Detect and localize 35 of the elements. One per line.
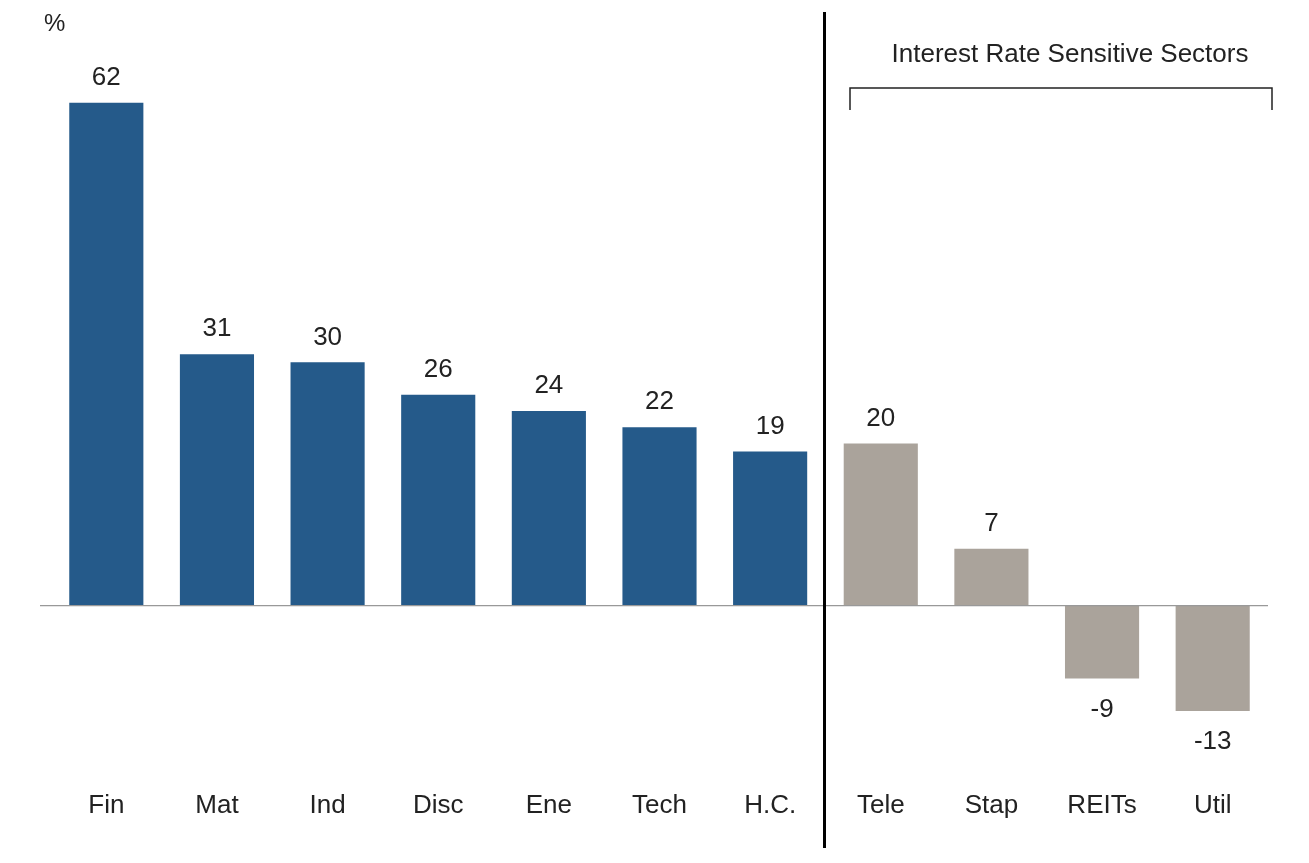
- data-label: 26: [423, 352, 453, 383]
- data-label: -13: [1193, 725, 1232, 756]
- bar: [401, 394, 476, 606]
- bar: [1175, 605, 1250, 712]
- x-tick-label: Mat: [195, 788, 240, 819]
- bar: [954, 548, 1029, 606]
- text: Interest Rate Sensitive Sectors: [890, 38, 1250, 69]
- y-axis-title: %: [44, 8, 66, 36]
- bar: [843, 443, 918, 606]
- bar: [179, 354, 255, 606]
- bar: [1064, 605, 1140, 679]
- x-tick-label: H.C.: [744, 788, 797, 819]
- x-tick-label: Tele: [856, 788, 905, 819]
- data-label: 22: [645, 385, 674, 416]
- x-tick-label: Ind: [309, 788, 346, 819]
- x-tick-label: Stap: [964, 788, 1019, 819]
- data-label: 20: [866, 401, 896, 432]
- bar: [69, 102, 144, 606]
- x-tick-label: Ene: [525, 788, 572, 819]
- data-label: 31: [202, 312, 232, 343]
- data-label: 24: [534, 369, 564, 400]
- data-label: 7: [984, 507, 999, 538]
- data-label: -9: [1090, 692, 1114, 723]
- x-tick-label: REITs: [1067, 788, 1137, 819]
- bar: [622, 427, 697, 606]
- data-label: 62: [91, 61, 121, 92]
- bar: [290, 362, 365, 606]
- x-tick-label: Util: [1193, 788, 1232, 819]
- bar: [733, 451, 808, 606]
- x-tick-label: Disc: [412, 788, 464, 819]
- bar: [511, 411, 586, 606]
- x-tick-label: Tech: [632, 788, 687, 819]
- data-label: 30: [313, 320, 343, 351]
- data-label: 19: [755, 409, 785, 440]
- x-tick-label: Fin: [88, 788, 125, 819]
